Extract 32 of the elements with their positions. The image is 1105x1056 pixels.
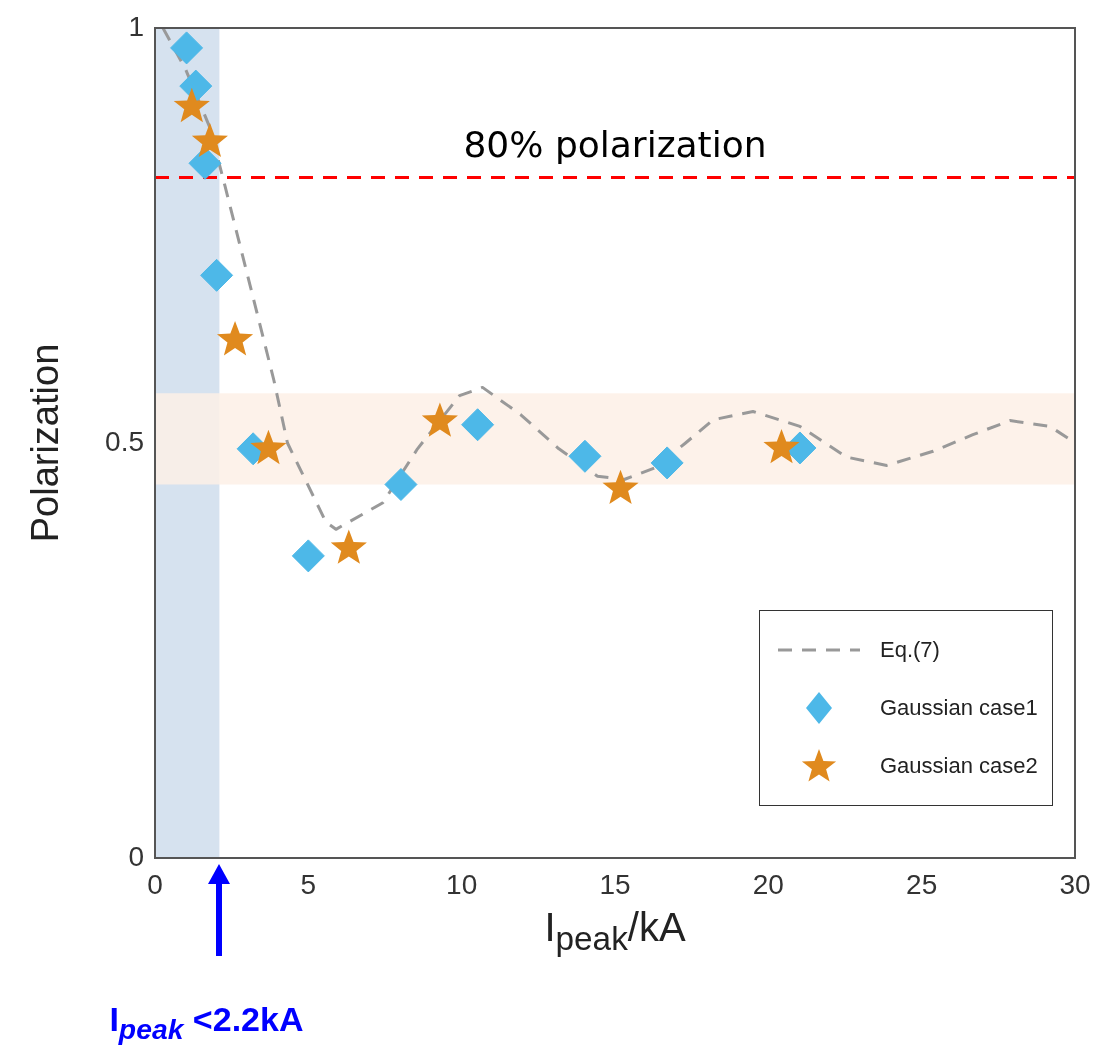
x-tick-label: 10 [446,868,478,900]
legend-label: Eq.(7) [880,637,940,663]
point [173,87,210,123]
point [200,258,234,292]
x-tick-label: 5 [300,868,317,900]
x-tick-label: 25 [906,868,938,900]
y-tick-label: 0.5 [105,425,144,457]
point [291,539,325,573]
y-tick-label: 1 [128,10,144,42]
point [170,31,204,65]
point [384,468,418,501]
y-axis-title: Polarization [23,343,67,543]
point [421,402,458,437]
x-axis-title: I$_{peak}$/kA [544,905,686,958]
text: I$_{peak}$ <2.2kA [109,1000,304,1046]
point [179,69,213,103]
legend-label: Gaussian case2 [880,753,1038,779]
point [650,446,684,480]
point [461,408,495,442]
point [763,428,800,464]
ref-line-label: 80% polarization [463,123,767,165]
x-tick-label: 30 [1059,868,1091,900]
x-tick-label: 15 [599,868,631,900]
point [191,122,228,158]
point [250,429,287,465]
point [216,321,254,356]
point [568,439,602,473]
legend-label: Gaussian case1 [880,695,1038,721]
x-tick-label: 20 [752,868,784,900]
point [330,529,367,564]
y-tick-label: 0 [128,840,144,872]
point [602,469,639,505]
